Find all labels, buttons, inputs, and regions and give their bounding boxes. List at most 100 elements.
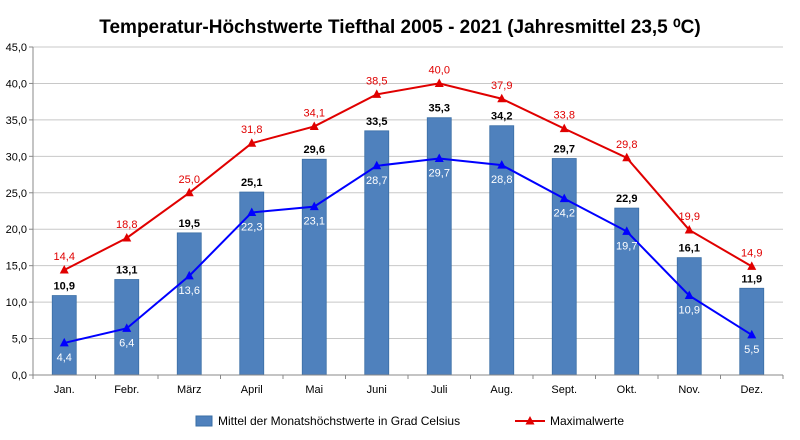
max-series-value-label: 19,9 (679, 211, 700, 223)
mean-series-value-label: 10,9 (679, 305, 700, 317)
x-tick-label: Aug. (490, 384, 513, 396)
max-series-marker (497, 93, 507, 103)
max-series-value-label: 14,4 (54, 251, 75, 263)
bar-value-label: 13,1 (116, 265, 137, 277)
y-axis: 0,0 5,0 10,0 15,0 20,0 25,0 30,0 35,0 40,0 45,0 (6, 42, 34, 382)
mean-series-value-label: 13,6 (179, 285, 200, 297)
bar-value-label: 35,3 (429, 103, 450, 115)
mean-series-marker (622, 226, 632, 235)
x-axis: Jan. Febr. März April Mai Juni Juli Aug. Sept. Ok… (32, 374, 784, 396)
mean-series-marker (747, 329, 757, 339)
y-tick-label: 5,0 (12, 334, 27, 346)
max-series-value-label: 33,8 (554, 110, 575, 122)
legend-label-max: Maximalwerte (550, 414, 624, 428)
mean-series-marker (247, 207, 257, 216)
max-series-value-label: 14,9 (741, 247, 762, 259)
grid (33, 46, 783, 376)
bar (676, 257, 702, 376)
bar-value-label: 29,7 (554, 144, 575, 156)
bar (176, 232, 202, 376)
bar (551, 158, 577, 376)
max-series-marker (622, 152, 632, 162)
max-series-line (63, 82, 753, 271)
bar-value-label: 25,1 (241, 177, 262, 189)
max-series-marker (59, 265, 69, 274)
mean-series-marker (309, 201, 319, 211)
max-series-value-label: 37,9 (491, 80, 512, 92)
bar-value-label: 16,1 (679, 243, 700, 255)
bar-value-label: 22,9 (616, 193, 637, 205)
x-tick-label: Nov. (678, 384, 700, 396)
x-tick-label: Sept. (551, 384, 577, 396)
mean-series-value-label: 4,4 (57, 352, 72, 364)
max-series-marker (434, 78, 444, 87)
x-tick-label: Juli (431, 384, 448, 396)
legend: Mittel der Monatshöchstwerte in Grad Cel… (195, 414, 624, 428)
y-tick-label: 25,0 (6, 188, 27, 200)
mean-series-marker (184, 270, 194, 280)
x-tick-label: Jan. (54, 384, 75, 396)
mean-series-line (64, 157, 753, 344)
max-series-marker (184, 187, 194, 197)
mean-series-marker (122, 323, 132, 332)
bar (301, 158, 327, 376)
max-series-value-label: 25,0 (179, 174, 200, 186)
bar-value-label: 33,5 (366, 116, 387, 128)
max-series-marker (122, 232, 132, 242)
mean-series-marker (372, 160, 382, 170)
max-series-marker (559, 123, 569, 133)
y-tick-label: 35,0 (6, 115, 27, 127)
max-series-marker (247, 138, 257, 147)
max-series-value-label: 31,8 (241, 124, 262, 136)
x-tick-label: Dez. (740, 384, 763, 396)
max-series-marker (309, 121, 319, 130)
y-tick-label: 20,0 (6, 224, 27, 236)
max-series-marker (747, 261, 757, 270)
max-series-marker (684, 224, 694, 234)
x-tick-label: Juni (367, 384, 387, 396)
mean-series-value-label: 23,1 (304, 216, 325, 228)
bar-value-label: 19,5 (179, 218, 200, 230)
x-tick-label: Okt. (617, 384, 637, 396)
x-tick-label: Mai (305, 384, 323, 396)
mean-series-marker (497, 160, 507, 169)
bar (51, 295, 77, 376)
mean-series-marker (434, 153, 444, 163)
legend-swatch-bars (195, 415, 213, 427)
mean-series-value-label: 24,2 (554, 208, 575, 220)
mean-series-marker (59, 337, 69, 347)
y-tick-label: 15,0 (6, 261, 27, 273)
y-tick-label: 40,0 (6, 78, 27, 90)
y-tick-label: 45,0 (6, 42, 27, 54)
bar-value-label: 10,9 (54, 281, 75, 293)
y-tick-label: 30,0 (6, 151, 27, 163)
bar-value-label: 11,9 (741, 273, 762, 285)
chart-title: Temperatur-Höchstwerte Tiefthal 2005 - 2… (99, 17, 700, 38)
legend-swatch-max-marker (525, 416, 535, 425)
bar-value-label: 29,6 (304, 144, 325, 156)
bar-value-label: 34,2 (491, 111, 512, 123)
mean-series-marker (684, 290, 694, 300)
mean-series-value-label: 29,7 (429, 168, 450, 180)
x-tick-label: Febr. (114, 384, 139, 396)
mean-series-value-label: 5,5 (744, 344, 759, 356)
legend-label-bars: Mittel der Monatshöchstwerte in Grad Cel… (218, 414, 460, 428)
max-series-value-label: 18,8 (116, 219, 137, 231)
mean-series-value-label: 22,3 (241, 221, 262, 233)
line-series (59, 78, 757, 347)
mean-series-marker (559, 193, 569, 203)
max-series-value-label: 29,8 (616, 139, 637, 151)
mean-series-value-label: 6,4 (119, 337, 134, 349)
data-labels: 10,9 13,1 19,5 25,1 29,6 33,5 35,3 34,2 29,7 22,9… (54, 64, 763, 363)
x-tick-label: März (177, 384, 201, 396)
mean-series-value-label: 19,7 (616, 240, 637, 252)
mean-series-value-label: 28,8 (491, 174, 512, 186)
y-tick-label: 0,0 (12, 370, 27, 382)
x-tick-label: April (241, 384, 263, 396)
max-series-value-label: 34,1 (304, 107, 325, 119)
bar (239, 191, 265, 376)
max-series-marker (372, 89, 382, 98)
max-series-value-label: 38,5 (366, 75, 387, 87)
y-tick-label: 10,0 (6, 297, 27, 309)
